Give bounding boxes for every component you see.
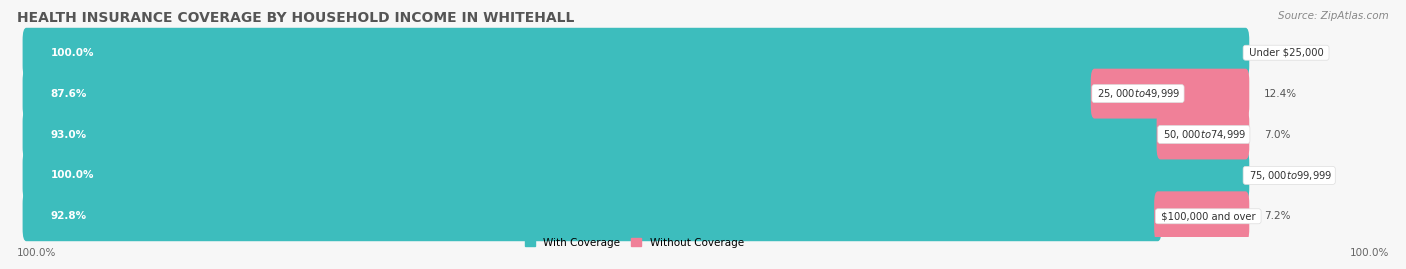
Text: $25,000 to $49,999: $25,000 to $49,999 — [1094, 87, 1181, 100]
Text: 12.4%: 12.4% — [1264, 89, 1296, 99]
FancyBboxPatch shape — [1091, 69, 1250, 119]
Text: 0.0%: 0.0% — [1264, 170, 1291, 180]
Text: HEALTH INSURANCE COVERAGE BY HOUSEHOLD INCOME IN WHITEHALL: HEALTH INSURANCE COVERAGE BY HOUSEHOLD I… — [17, 11, 574, 25]
Text: 100.0%: 100.0% — [1350, 248, 1389, 258]
Text: 100.0%: 100.0% — [51, 170, 94, 180]
FancyBboxPatch shape — [1154, 191, 1250, 241]
FancyBboxPatch shape — [25, 34, 1246, 71]
FancyBboxPatch shape — [22, 69, 1098, 119]
Text: 93.0%: 93.0% — [51, 129, 87, 140]
FancyBboxPatch shape — [22, 109, 1164, 160]
Text: $50,000 to $74,999: $50,000 to $74,999 — [1160, 128, 1247, 141]
Text: 100.0%: 100.0% — [17, 248, 56, 258]
FancyBboxPatch shape — [22, 150, 1250, 200]
FancyBboxPatch shape — [25, 116, 1246, 153]
Text: 87.6%: 87.6% — [51, 89, 87, 99]
FancyBboxPatch shape — [25, 198, 1246, 235]
Text: Under $25,000: Under $25,000 — [1246, 48, 1326, 58]
FancyBboxPatch shape — [22, 191, 1161, 241]
FancyBboxPatch shape — [1157, 109, 1250, 160]
Text: 7.2%: 7.2% — [1264, 211, 1291, 221]
FancyBboxPatch shape — [25, 75, 1246, 112]
FancyBboxPatch shape — [22, 28, 1250, 78]
Text: 0.0%: 0.0% — [1264, 48, 1291, 58]
Text: 7.0%: 7.0% — [1264, 129, 1291, 140]
Text: $100,000 and over: $100,000 and over — [1157, 211, 1258, 221]
Legend: With Coverage, Without Coverage: With Coverage, Without Coverage — [524, 238, 744, 248]
Text: $75,000 to $99,999: $75,000 to $99,999 — [1246, 169, 1333, 182]
FancyBboxPatch shape — [25, 157, 1246, 194]
Text: 92.8%: 92.8% — [51, 211, 87, 221]
Text: Source: ZipAtlas.com: Source: ZipAtlas.com — [1278, 11, 1389, 21]
Text: 100.0%: 100.0% — [51, 48, 94, 58]
